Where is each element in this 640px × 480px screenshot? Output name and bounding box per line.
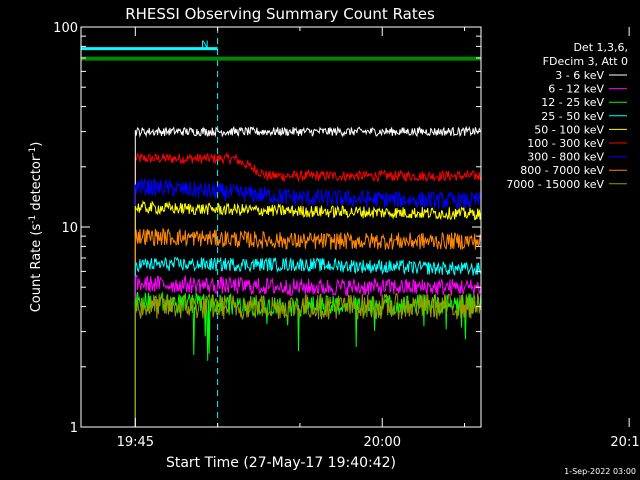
series-6-12-kev-line: [134, 274, 481, 427]
series-12-25-kev-line: [134, 291, 481, 427]
legend-header-line-1: Det 1,3,6,: [573, 41, 628, 54]
legend-item-label: 3 - 6 keV: [555, 69, 604, 82]
legend-item-label: 25 - 50 keV: [541, 110, 604, 123]
legend-item-label: 12 - 25 keV: [541, 96, 604, 109]
legend-header-line-2: FDecim 3, Att 0: [543, 55, 628, 68]
y-axis-label-superscript: -1: [28, 147, 38, 156]
series-100-300-kev-line: [134, 151, 481, 427]
x-tick-label: 20:00: [364, 435, 401, 450]
series-800-7000-kev-line: [134, 227, 481, 427]
y-axis-label-end: ): [29, 142, 44, 147]
annotation-label: N: [201, 39, 208, 50]
legend-item-label: 6 - 12 keV: [548, 83, 604, 96]
y-axis-label: Count Rate (s-1 detector-1): [28, 142, 44, 313]
plot-frame: [80, 26, 482, 428]
plot-area: NSRD6RD6: [81, 27, 481, 427]
y-axis-label-tail: detector: [29, 155, 44, 215]
footer-date: 1-Sep-2022 03:00: [564, 467, 636, 476]
y-axis-label-main: Count Rate (s: [29, 224, 44, 313]
legend-item-label: 100 - 300 keV: [527, 137, 604, 150]
legend-item-label: 300 - 800 keV: [527, 151, 604, 164]
x-tick-label: 19:45: [117, 435, 154, 450]
y-axis-label-superscript: -1: [28, 215, 38, 224]
legend-item-label: 800 - 7000 keV: [520, 164, 604, 177]
chart-title: RHESSI Observing Summary Count Rates: [125, 5, 435, 23]
legend-item-label: 50 - 100 keV: [534, 123, 604, 136]
series-25-50-kev-line: [134, 256, 481, 427]
x-tick-label: 20:15: [610, 435, 640, 450]
legend-item-label: 7000 - 15000 keV: [506, 178, 604, 191]
axes: 19:4520:0020:1520:3020:4521:0021:1511010…: [53, 21, 640, 450]
series-3-6-kev-line: [134, 125, 481, 427]
series-50-100-kev-line: [134, 200, 481, 427]
y-tick-label: 1: [70, 421, 78, 436]
x-axis-label: Start Time (27-May-17 19:40:42): [166, 455, 396, 471]
y-tick-label: 10: [61, 221, 78, 236]
series-300-800-kev-line: [134, 178, 481, 427]
series-7000-15000-kev-line: [134, 292, 481, 427]
y-tick-label: 100: [53, 21, 78, 36]
